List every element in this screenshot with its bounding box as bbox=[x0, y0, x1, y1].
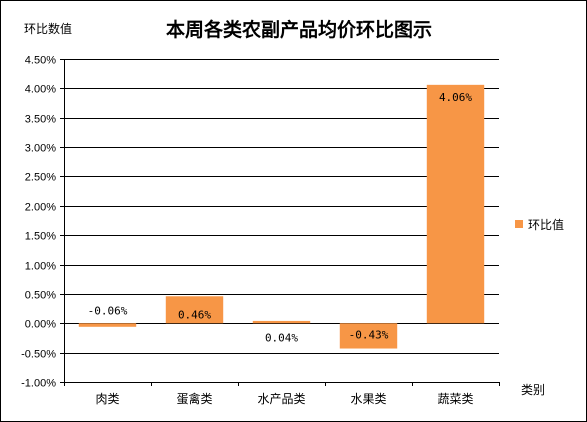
bar bbox=[252, 320, 311, 324]
legend-swatch bbox=[515, 220, 523, 228]
y-tick-label: 1.50% bbox=[25, 231, 56, 243]
data-label: 0.46% bbox=[178, 308, 211, 321]
y-tick-label: 1.00% bbox=[25, 261, 56, 273]
category-label: 蔬菜类 bbox=[437, 392, 473, 406]
y-tick-label: 2.50% bbox=[25, 172, 56, 184]
x-axis-label: 类别 bbox=[521, 383, 545, 397]
category-label: 蛋禽类 bbox=[176, 391, 212, 406]
bar bbox=[165, 296, 224, 324]
data-label: -0.06% bbox=[88, 304, 128, 317]
bar bbox=[426, 84, 485, 324]
category-label: 水产品类 bbox=[257, 392, 305, 406]
chart-title: 本周各类农副产品均价环比图示 bbox=[166, 18, 432, 41]
y-tick-label: 3.50% bbox=[25, 114, 56, 126]
y-tick-label: -1.00% bbox=[21, 378, 56, 390]
category-labels: 肉类 蛋禽类 水产品类 水果类 蔬菜类 bbox=[95, 391, 473, 406]
category-label: 肉类 bbox=[95, 392, 119, 406]
y-tick-label: 4.00% bbox=[25, 84, 56, 96]
y-axis-label: 环比数值 bbox=[24, 21, 72, 36]
y-tick-labels: -1.00% -0.50% 0.00% 0.50% 1.00% 1.50% 2.00% 2.5… bbox=[21, 55, 56, 390]
axes bbox=[60, 59, 500, 386]
bar bbox=[339, 323, 398, 349]
data-label: 0.04% bbox=[265, 331, 298, 344]
legend-label: 环比值 bbox=[528, 217, 564, 232]
y-tick-label: 0.00% bbox=[25, 319, 56, 331]
bar bbox=[78, 323, 137, 327]
y-tick-label: 0.50% bbox=[25, 290, 56, 302]
y-tick-label: 4.50% bbox=[25, 55, 56, 67]
data-label: 4.06% bbox=[439, 91, 472, 104]
y-tick-label: 2.00% bbox=[25, 202, 56, 214]
bars bbox=[78, 84, 485, 349]
data-label: -0.43% bbox=[349, 328, 389, 341]
category-label: 水果类 bbox=[350, 392, 386, 406]
y-tick-label: -0.50% bbox=[21, 349, 56, 361]
y-tick-label: 3.00% bbox=[25, 143, 56, 155]
gridlines bbox=[64, 59, 499, 383]
legend: 环比值 bbox=[515, 217, 564, 232]
data-labels: -0.06% 0.46% 0.04% -0.43% 4.06% bbox=[88, 91, 473, 344]
